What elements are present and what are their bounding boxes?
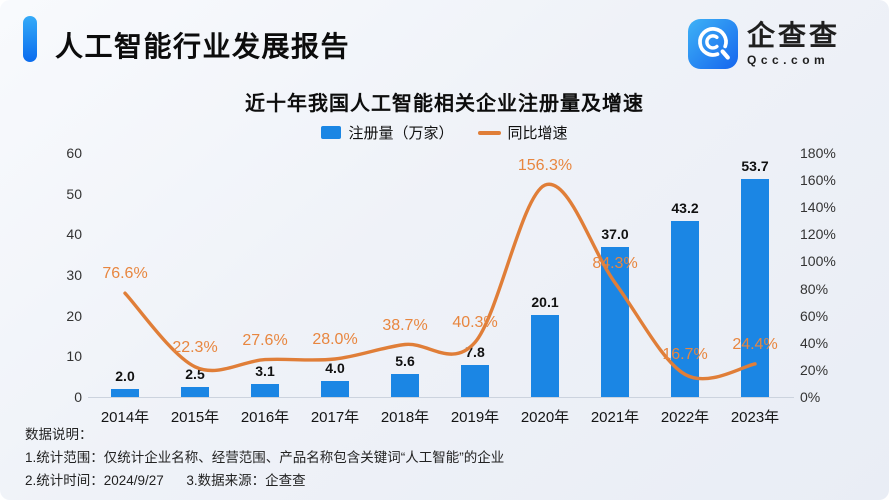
legend-line-swatch-icon	[477, 130, 501, 135]
footer-heading: 数据说明：	[25, 427, 93, 442]
bar-value-2023年: 53.7	[741, 157, 769, 174]
growth-label-2021年: 84.3%	[592, 254, 638, 272]
axis-tick: 120%	[800, 226, 836, 243]
axis-tick: 80%	[800, 280, 829, 297]
header-accent-bar	[23, 16, 37, 62]
legend-bar-swatch-icon	[321, 126, 342, 139]
axis-tick: 20	[66, 307, 82, 324]
axis-tick: 30	[66, 267, 82, 283]
footer-note-2: 2.统计时间：2024/9/27 3.数据来源：企查查	[25, 473, 306, 488]
axis-tick: 40%	[800, 334, 829, 351]
y-axis-right: 0% 20% 40% 60% 80% 100% 120% 140% 160% 180%	[800, 145, 860, 405]
growth-label-2019年: 40.3%	[452, 314, 498, 332]
axis-tick: 0	[74, 389, 82, 405]
bar-2020年	[531, 315, 559, 397]
category-label-2014年: 2014年	[100, 409, 150, 426]
bar-value-2018年: 5.6	[395, 353, 415, 370]
chart-title: 近十年我国人工智能相关企业注册量及增速	[245, 93, 644, 115]
bar-2016年	[251, 384, 279, 397]
bar-2023年	[741, 178, 769, 397]
legend-bar-label: 注册量（万家）	[348, 125, 454, 142]
category-label-2020年: 2020年	[520, 409, 570, 426]
bar-2018年	[391, 374, 419, 397]
growth-label-2018年: 38.7%	[382, 316, 428, 334]
category-label-2015年: 2015年	[170, 409, 220, 426]
category-label-2019年: 2019年	[450, 409, 500, 426]
category-label-2022年: 2022年	[660, 409, 710, 426]
bar-value-2016年: 3.1	[255, 363, 275, 380]
axis-tick: 100%	[800, 253, 836, 270]
growth-line-path	[123, 182, 757, 381]
qcc-magnifier-icon	[688, 19, 738, 69]
legend-item-growth: 同比增速	[477, 122, 568, 143]
legend-line-label: 同比增速	[507, 125, 568, 142]
axis-tick: 160%	[800, 172, 836, 189]
category-label-2023年: 2023年	[730, 409, 780, 426]
axis-tick: 140%	[800, 199, 836, 216]
qcc-logo-text: 企查查 Qcc.com	[747, 19, 840, 67]
axis-tick: 50	[66, 185, 82, 202]
bar-value-2022年: 43.2	[671, 200, 699, 217]
axis-tick: 10	[66, 348, 82, 365]
bar-value-2020年: 20.1	[531, 294, 559, 311]
y-axis-left: 0 10 20 30 40 50 60	[28, 145, 82, 405]
growth-label-2020年: 156.3%	[517, 157, 573, 175]
axis-tick: 60%	[800, 307, 829, 324]
bar-value-2014年: 2.0	[115, 367, 135, 384]
growth-line	[123, 182, 757, 381]
bar-2021年	[601, 246, 629, 397]
growth-label-2022年: 16.7%	[662, 346, 708, 364]
qcc-logo-domain: Qcc.com	[747, 53, 830, 67]
x-axis-line	[88, 397, 794, 398]
axis-tick: 40	[66, 226, 82, 243]
bar-2015年	[181, 386, 209, 397]
chart-legend: 注册量（万家） 同比增速	[0, 122, 889, 143]
bar-value-2021年: 37.0	[601, 225, 629, 242]
category-label-2018年: 2018年	[380, 409, 430, 426]
growth-label-2016年: 27.6%	[242, 331, 288, 349]
legend-item-registrations: 注册量（万家）	[321, 122, 454, 143]
axis-tick: 20%	[800, 361, 829, 378]
category-label-2021年: 2021年	[590, 409, 640, 426]
footer-note-1: 1.统计范围：仅统计企业名称、经营范围、产品名称包含关键词“人工智能”的企业	[25, 450, 505, 465]
bar-2014年	[111, 388, 139, 397]
plot-area: 2.0 2014年 2.5 2015年 3.1 2016年 4.0 2017年 5.6 2018年…	[90, 153, 790, 426]
growth-label-2023年: 24.4%	[732, 335, 778, 353]
page-title: 人工智能行业发展报告	[55, 31, 351, 62]
bar-2019年	[461, 365, 489, 397]
bar-2017年	[321, 380, 349, 397]
qcc-logo: 企查查 Qcc.com	[688, 19, 840, 69]
axis-tick: 60	[66, 145, 82, 161]
footer-notes: 数据说明： 1.统计范围：仅统计企业名称、经营范围、产品名称包含关键词“人工智能…	[25, 423, 504, 492]
growth-label-2015年: 22.3%	[172, 338, 218, 356]
qcc-logo-name: 企查查	[747, 20, 841, 51]
growth-label-2014年: 76.6%	[102, 265, 148, 283]
category-label-2016年: 2016年	[240, 409, 290, 426]
axis-tick: 180%	[800, 145, 836, 161]
category-label-2017年: 2017年	[310, 409, 360, 426]
axis-tick: 0%	[800, 389, 821, 405]
growth-label-2017年: 28.0%	[312, 331, 358, 349]
bar-value-2017年: 4.0	[325, 359, 345, 376]
